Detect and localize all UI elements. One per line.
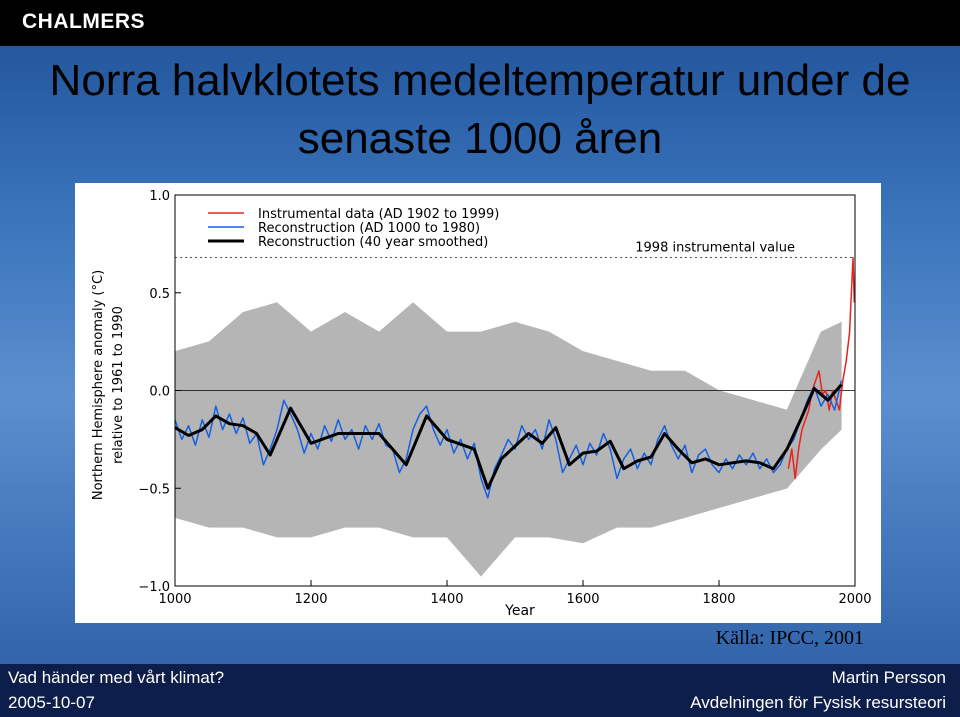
- footer-author: Martin Persson: [831, 668, 946, 687]
- legend-label: Reconstruction (AD 1000 to 1980): [258, 221, 480, 236]
- x-tick-label: 2000: [838, 592, 871, 607]
- y-tick-label: −1.0: [138, 580, 170, 595]
- slide-title: senaste 1000 åren: [297, 114, 663, 163]
- y-axis-label: Northern Hemisphere anomaly (°C): [91, 270, 106, 500]
- source: Källa: IPCC, 2001: [715, 627, 864, 649]
- series-line: [174, 380, 843, 499]
- uncertainty-band: [242, 302, 278, 538]
- uncertainty-band: [378, 301, 414, 538]
- footer-date: 2005-10-07: [8, 693, 95, 712]
- footer-text: Vad händer med vårt klimat?: [8, 668, 225, 687]
- x-tick-label: 1800: [702, 592, 735, 607]
- x-tick-label: 1000: [158, 592, 191, 607]
- footer: Vad händer med vårt klimat? 2005-10-07 M…: [0, 664, 960, 717]
- slide-title: Norra halvklotets medeltemperatur under …: [49, 56, 911, 105]
- x-tick-label: 1200: [294, 592, 327, 607]
- uncertainty-band: [616, 360, 652, 528]
- uncertainty-band: [276, 301, 312, 538]
- x-tick-label: 1400: [430, 592, 463, 607]
- footer-dept: Avdelningen för Fysisk resursteori: [690, 693, 946, 712]
- uncertainty-band: [344, 311, 380, 528]
- y-axis-label: relative to 1961 to 1990: [111, 306, 126, 464]
- uncertainty-band: [208, 311, 244, 528]
- header-bar: CHALMERS: [0, 0, 960, 46]
- uncertainty-band: [684, 370, 720, 518]
- x-axis-label: Year: [504, 603, 535, 619]
- x-tick-label: 1600: [566, 592, 599, 607]
- legend-label: Instrumental data (AD 1902 to 1999): [258, 207, 499, 222]
- uncertainty-band: [718, 390, 754, 509]
- y-tick-label: 1.0: [149, 189, 170, 204]
- y-tick-label: 0.5: [149, 287, 170, 302]
- y-tick-label: 0.0: [149, 385, 170, 400]
- y-tick-label: −0.5: [138, 482, 170, 497]
- series-line: [174, 383, 843, 490]
- uncertainty-band: [548, 331, 584, 544]
- uncertainty-band: [820, 321, 842, 450]
- logo: CHALMERS: [22, 10, 145, 33]
- uncertainty-band: [752, 399, 788, 499]
- legend-label: Reconstruction (40 year smoothed): [258, 235, 488, 250]
- reference-label: 1998 instrumental value: [635, 241, 795, 256]
